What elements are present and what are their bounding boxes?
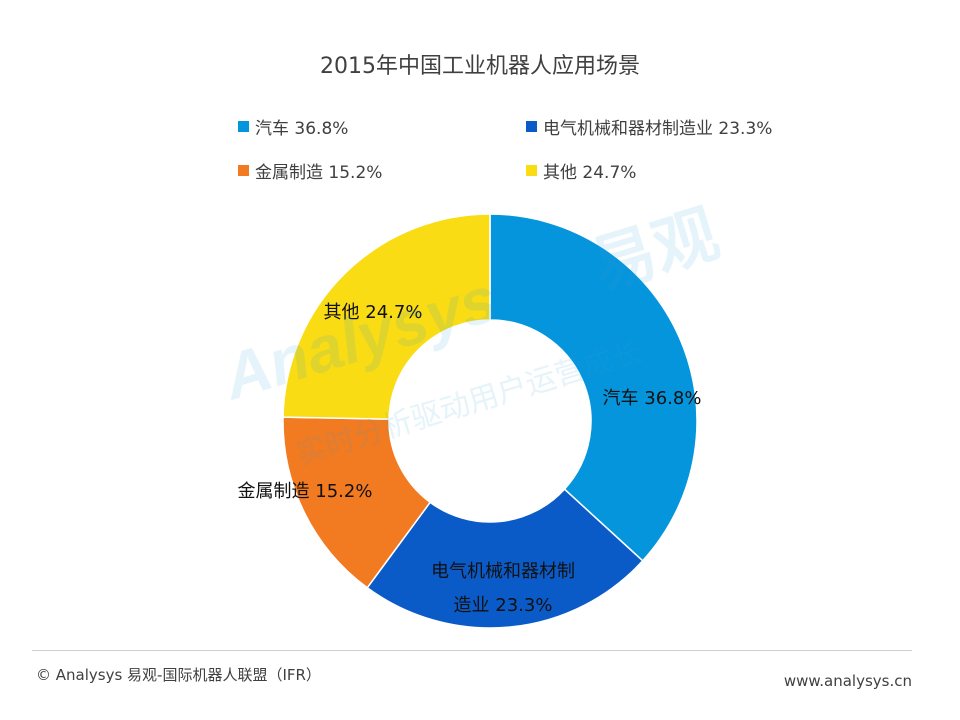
chart-legend: 汽车 36.8% 电气机械和器材制造业 23.3% 金属制造 15.2% 其他 …: [0, 0, 960, 200]
legend-label-auto: 汽车 36.8%: [255, 119, 349, 139]
legend-label-metal: 金属制造 15.2%: [255, 163, 383, 183]
footer-source: © Analysys 易观-国际机器人联盟（IFR）: [36, 666, 321, 684]
slice-label-0: 汽车 36.8%: [603, 388, 702, 409]
legend-item-auto: 汽车 36.8%: [238, 114, 348, 139]
slice-label-2: 金属制造 15.2%: [238, 481, 373, 502]
slice-label-3: 其他 24.7%: [324, 302, 423, 323]
legend-swatch-metal: [238, 165, 249, 176]
footer-website: www.analysys.cn: [783, 672, 912, 690]
legend-label-electrical: 电气机械和器材制造业 23.3%: [543, 119, 773, 139]
donut-slice-2[interactable]: [282, 416, 432, 589]
donut-slice-3[interactable]: [282, 213, 491, 420]
legend-swatch-auto: [238, 121, 249, 132]
footer-divider: [32, 650, 912, 651]
legend-item-other: 其他 24.7%: [526, 158, 636, 183]
slice-label-1: 电气机械和器材制造业 23.3%: [431, 561, 575, 616]
legend-item-electrical: 电气机械和器材制造业 23.3%: [526, 114, 772, 139]
chart-title: 2015年中国工业机器人应用场景: [320, 54, 640, 79]
legend-item-metal: 金属制造 15.2%: [238, 158, 382, 183]
donut-slice-1[interactable]: [366, 488, 644, 629]
legend-swatch-electrical: [526, 121, 537, 132]
donut-slice-0[interactable]: [489, 213, 698, 562]
legend-swatch-other: [526, 165, 537, 176]
legend-label-other: 其他 24.7%: [543, 163, 637, 183]
